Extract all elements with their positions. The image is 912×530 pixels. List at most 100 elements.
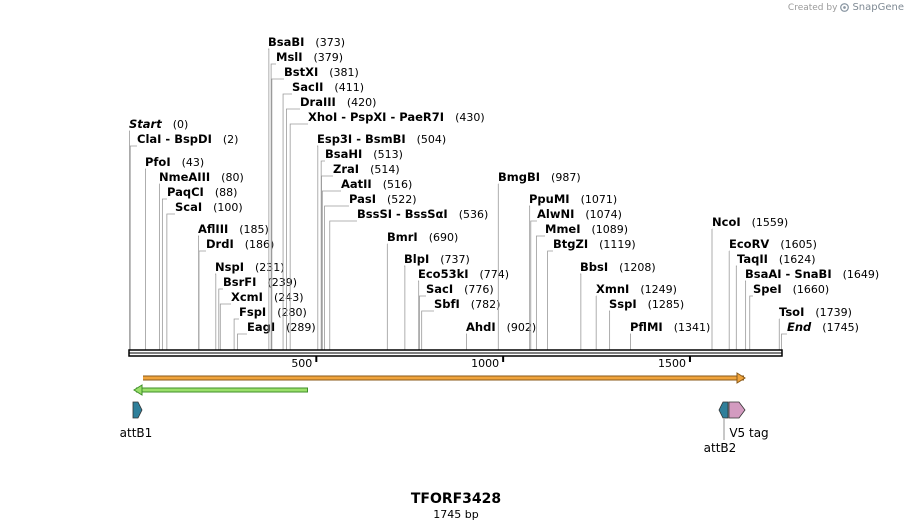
snapgene-logo-icon — [840, 3, 850, 12]
enzyme-name: ZraI — [333, 162, 359, 176]
enzyme-name: BmgBI — [498, 170, 540, 184]
enzyme-name: XcmI — [231, 290, 263, 304]
enzyme-site-ahdi[interactable]: AhdI (902) — [466, 320, 536, 350]
enzyme-leader-line — [324, 205, 349, 350]
enzyme-site-eco53ki[interactable]: Eco53kI (774) — [418, 267, 509, 350]
enzyme-site-taqii[interactable]: TaqII (1624) — [735, 252, 816, 350]
enzyme-site-bsahi[interactable]: BsaHI (513) — [320, 147, 403, 350]
enzyme-position: (243) — [274, 291, 304, 304]
enzyme-site-paqci[interactable]: PaqCI (88) — [161, 185, 237, 350]
enzyme-name: SbfI — [434, 297, 460, 311]
enzyme-name: PpuMI — [529, 192, 570, 206]
enzyme-name: BssSI - BssSαI — [357, 207, 448, 221]
enzyme-name: PflMI — [630, 320, 663, 334]
enzyme-site-tsoi[interactable]: TsoI (1739) — [778, 305, 852, 350]
enzyme-name: AatII — [341, 177, 372, 191]
enzyme-site-sbfi[interactable]: SbfI (782) — [421, 297, 501, 350]
enzyme-site-sacii[interactable]: SacII (411) — [282, 80, 364, 350]
enzyme-name: TaqII — [737, 252, 768, 266]
enzyme-site-sspi[interactable]: SspI (1285) — [609, 297, 684, 350]
enzyme-leader-line — [282, 93, 292, 350]
enzyme-name: SpeI — [753, 282, 782, 296]
enzyme-site-xcmi[interactable]: XcmI (243) — [219, 290, 304, 350]
enzyme-leader-line — [271, 78, 284, 350]
orf-reverse-arrowhead — [133, 384, 143, 396]
enzyme-site-clai-bspdi[interactable]: ClaI - BspDI (2) — [129, 132, 238, 350]
enzyme-position: (43) — [182, 156, 205, 169]
map-title: TFORF3428 — [410, 491, 502, 507]
enzyme-site-btgzi[interactable]: BtgZI (1119) — [547, 237, 636, 350]
enzyme-leader-line — [781, 333, 787, 350]
credit-brand: SnapGene — [852, 2, 904, 13]
enzyme-site-saci[interactable]: SacI (776) — [419, 282, 494, 350]
enzyme-leader-line — [198, 250, 206, 350]
enzyme-site-start[interactable]: Start (0) — [129, 117, 188, 350]
enzyme-name: AflIII — [198, 222, 228, 236]
enzyme-name: BsrFI — [223, 275, 256, 289]
enzyme-name: MslI — [276, 50, 303, 64]
enzyme-position: (280) — [277, 306, 307, 319]
enzyme-position: (1071) — [581, 193, 618, 206]
enzyme-site-pfoi[interactable]: PfoI (43) — [145, 155, 204, 350]
feature-attb1[interactable]: attB1 — [120, 401, 153, 440]
enzyme-position: (1559) — [752, 216, 789, 229]
orf-forward-arrowhead — [736, 372, 746, 384]
enzyme-site-pflmi[interactable]: PflMI (1341) — [630, 320, 710, 350]
enzyme-site-alwni[interactable]: AlwNI (1074) — [530, 207, 622, 350]
enzyme-site-bmgbi[interactable]: BmgBI (987) — [497, 170, 581, 350]
enzyme-site-nmeaiii[interactable]: NmeAIII (80) — [158, 170, 244, 350]
enzyme-position: (231) — [255, 261, 285, 274]
enzyme-site-xhoi-pspxi-paer7i[interactable]: XhoI - PspXI - PaeR7I (430) — [289, 110, 485, 350]
enzyme-site-bmri[interactable]: BmrI (690) — [386, 230, 459, 350]
enzyme-leader-line — [286, 108, 300, 350]
enzyme-site-eagi[interactable]: EagI (289) — [237, 320, 316, 350]
enzyme-site-msli[interactable]: MslI (379) — [270, 50, 343, 350]
enzyme-site-ppumi[interactable]: PpuMI (1071) — [529, 192, 617, 350]
enzyme-leader-line — [630, 333, 631, 350]
enzyme-site-fspi[interactable]: FspI (280) — [233, 305, 307, 350]
enzyme-site-bsrfi[interactable]: BsrFI (239) — [218, 275, 297, 350]
enzyme-position: (1089) — [592, 223, 629, 236]
enzyme-site-mmei[interactable]: MmeI (1089) — [535, 222, 629, 350]
enzyme-position: (776) — [464, 283, 494, 296]
enzyme-site-draiii[interactable]: DraIII (420) — [286, 95, 376, 350]
enzyme-site-aatii[interactable]: AatII (516) — [321, 177, 412, 350]
enzyme-site-drdi[interactable]: DrdI (186) — [198, 237, 274, 350]
enzyme-position: (522) — [387, 193, 417, 206]
enzyme-site-bsabi[interactable]: BsaBI (373) — [268, 35, 345, 350]
enzyme-site-zrai[interactable]: ZraI (514) — [321, 162, 400, 350]
enzyme-site-end[interactable]: End (1745) — [781, 320, 859, 350]
enzyme-site-bbsi[interactable]: BbsI (1208) — [580, 260, 656, 350]
enzyme-leader-line — [609, 310, 611, 350]
enzyme-name: DraIII — [300, 95, 336, 109]
feature-attb2[interactable]: attB2 — [704, 401, 737, 455]
enzyme-site-scai[interactable]: ScaI (100) — [166, 200, 243, 350]
feature-v5-tag[interactable]: V5 tag — [728, 401, 769, 440]
enzyme-position: (690) — [429, 231, 459, 244]
enzyme-name: AlwNI — [537, 207, 574, 221]
enzyme-site-ncoi[interactable]: NcoI (1559) — [711, 215, 789, 350]
ruler-tick-1000: 1000 — [471, 356, 505, 370]
enzyme-position: (411) — [334, 81, 364, 94]
enzyme-site-blpi[interactable]: BlpI (737) — [404, 252, 470, 350]
enzyme-site-ecorv[interactable]: EcoRV (1605) — [728, 237, 817, 350]
enzyme-site-esp3i-bsmbi[interactable]: Esp3I - BsmBI (504) — [317, 132, 446, 350]
enzyme-site-pasi[interactable]: PasI (522) — [324, 192, 417, 350]
enzyme-site-bstxi[interactable]: BstXI (381) — [271, 65, 359, 350]
enzyme-site-xmni[interactable]: XmnI (1249) — [595, 282, 677, 350]
enzyme-site-spei[interactable]: SpeI (1660) — [749, 282, 829, 350]
enzyme-leader-line — [270, 63, 276, 350]
enzyme-position: (536) — [459, 208, 489, 221]
enzyme-name: XmnI — [596, 282, 629, 296]
feature-label: attB2 — [704, 441, 737, 455]
enzyme-name: BbsI — [580, 260, 608, 274]
enzyme-leader-line — [329, 220, 357, 350]
enzyme-leader-line — [129, 130, 130, 350]
enzyme-name: BsaAI - SnaBI — [745, 267, 832, 281]
enzyme-site-nspi[interactable]: NspI (231) — [215, 260, 285, 350]
enzyme-site-bsaai-snabi[interactable]: BsaAI - SnaBI (1649) — [745, 267, 879, 350]
enzyme-position: (514) — [370, 163, 400, 176]
enzyme-name: NspI — [215, 260, 244, 274]
enzyme-site-bsssi-bsss-i[interactable]: BssSI - BssSαI (536) — [329, 207, 489, 350]
